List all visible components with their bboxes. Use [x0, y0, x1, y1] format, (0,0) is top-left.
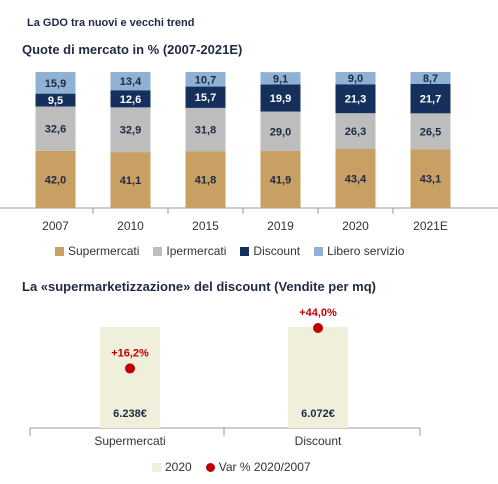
data-label-discount-2015: 15,7 — [195, 92, 216, 104]
data-label-supermercati-2015: 41,8 — [195, 175, 216, 187]
data-label-ipermercati-2010: 32,9 — [120, 125, 141, 137]
legend-label-libero-servizio: Libero servizio — [327, 244, 405, 258]
chart2-legend: 2020 Var % 2020/2007 — [152, 460, 325, 474]
data-label-ipermercati-2007: 32,6 — [45, 124, 66, 136]
bar-discount-2010 — [110, 90, 151, 108]
data-label-libero-servizio-2007: 15,9 — [45, 78, 66, 90]
data-label-libero-servizio-2015: 10,7 — [195, 74, 216, 86]
bar-supermercati-2007 — [35, 150, 76, 208]
data-label-2020-discount: 6.072€ — [301, 408, 335, 420]
bar-ipermercati-2010 — [110, 107, 151, 153]
bar-2020-supermercati — [100, 327, 160, 428]
legend-swatch-2020 — [152, 462, 161, 472]
bar-discount-2019 — [260, 84, 301, 112]
data-label-supermercati-2007: 42,0 — [45, 174, 66, 186]
legend-item-2020: 2020 — [152, 460, 192, 474]
data-label-ipermercati-2015: 31,8 — [195, 125, 216, 137]
bar-libero-servizio-2015 — [185, 72, 226, 87]
legend-swatch-discount — [240, 246, 250, 256]
data-label-var-discount: +44,0% — [299, 307, 337, 319]
bar-supermercati-2015 — [185, 151, 226, 208]
section-subtitle: La GDO tra nuovi e vecchi trend — [27, 17, 195, 29]
data-label-ipermercati-2021e: 26,5 — [420, 126, 441, 138]
bar-supermercati-2019 — [260, 151, 301, 208]
legend-item-var: Var % 2020/2007 — [205, 460, 311, 474]
legend-label-supermercati: Supermercati — [68, 244, 140, 258]
x-tick-label-2021e: 2021E — [413, 219, 448, 233]
bar-libero-servizio-2021e — [410, 72, 451, 84]
bar-2020-discount — [288, 327, 348, 428]
data-label-2020-supermercati: 6.238€ — [113, 408, 147, 420]
chart1-legend: Supermercati Ipermercati Discount Libero… — [55, 244, 418, 258]
data-label-supermercati-2020: 43,4 — [345, 173, 367, 185]
market-share-chart: 42,0 32,6 9,5 15,9 2007 41,1 32,9 12,6 13,4 2010 4… — [0, 72, 498, 233]
point-var-discount — [313, 323, 323, 333]
bar-discount-2021e — [410, 83, 451, 114]
legend-label-2020: 2020 — [165, 460, 192, 474]
bar-ipermercati-2020 — [335, 113, 376, 149]
bar-supermercati-2020 — [335, 148, 376, 208]
chart2-title: La «supermarketizzazione» del discount (… — [22, 279, 376, 294]
bar-libero-servizio-2007 — [35, 72, 76, 94]
x-tick-label-2019: 2019 — [267, 219, 294, 233]
legend-item-ipermercati: Ipermercati — [153, 244, 226, 258]
bar-supermercati-2021e — [410, 149, 451, 208]
data-label-supermercati-2021e: 43,1 — [420, 174, 441, 186]
data-label-libero-servizio-2021e: 8,7 — [423, 73, 438, 85]
x-tick-label-2010: 2010 — [117, 219, 144, 233]
chart1-title: Quote di mercato in % (2007-2021E) — [22, 42, 243, 57]
legend-label-var: Var % 2020/2007 — [218, 460, 311, 474]
data-label-supermercati-2019: 41,9 — [270, 175, 291, 187]
legend-marker-var — [205, 462, 215, 472]
data-label-discount-2021e: 21,7 — [420, 94, 441, 106]
bar-supermercati-2010 — [110, 152, 151, 208]
data-label-discount-2010: 12,6 — [120, 94, 141, 106]
data-label-libero-servizio-2019: 9,1 — [273, 73, 288, 85]
legend-swatch-libero-servizio — [314, 246, 324, 256]
bar-libero-servizio-2010 — [110, 72, 151, 91]
bar-discount-2020 — [335, 84, 376, 114]
data-label-discount-2007: 9,5 — [48, 95, 63, 107]
data-label-ipermercati-2020: 26,3 — [345, 126, 366, 138]
data-label-libero-servizio-2010: 13,4 — [120, 76, 142, 88]
legend-label-discount: Discount — [253, 244, 301, 258]
bar-discount-2007 — [35, 93, 76, 107]
data-label-ipermercati-2019: 29,0 — [270, 126, 291, 138]
x-tick-label-2020: 2020 — [342, 219, 369, 233]
legend-label-ipermercati: Ipermercati — [166, 244, 227, 258]
x-tick-label-2007: 2007 — [42, 219, 69, 233]
data-label-var-supermercati: +16,2% — [111, 347, 149, 359]
point-var-supermercati — [125, 363, 135, 374]
legend-swatch-supermercati — [55, 246, 64, 256]
bar-ipermercati-2021e — [410, 113, 451, 150]
data-label-supermercati-2010: 41,1 — [120, 175, 141, 187]
data-label-libero-servizio-2020: 9,0 — [348, 73, 363, 85]
legend-item-libero-servizio: Libero servizio — [314, 244, 404, 258]
legend-item-supermercati: Supermercati — [55, 244, 139, 258]
bar-libero-servizio-2019 — [260, 72, 301, 85]
bar-ipermercati-2015 — [185, 107, 226, 152]
x-tick-label-supermercati: Supermercati — [94, 434, 165, 448]
bar-discount-2015 — [185, 86, 226, 108]
data-label-discount-2020: 21,3 — [345, 94, 366, 106]
sales-per-sqm-chart: 6.238€ +16,2% Supermercati 6.072€ +44,0% Disc… — [29, 307, 421, 448]
data-label-discount-2019: 19,9 — [270, 93, 291, 105]
x-tick-label-2015: 2015 — [192, 219, 219, 233]
bar-ipermercati-2019 — [260, 111, 301, 152]
bar-libero-servizio-2020 — [335, 72, 376, 85]
bar-ipermercati-2007 — [35, 106, 76, 151]
x-tick-label-discount: Discount — [295, 434, 342, 448]
legend-item-discount: Discount — [240, 244, 300, 258]
legend-swatch-ipermercati — [153, 246, 163, 256]
